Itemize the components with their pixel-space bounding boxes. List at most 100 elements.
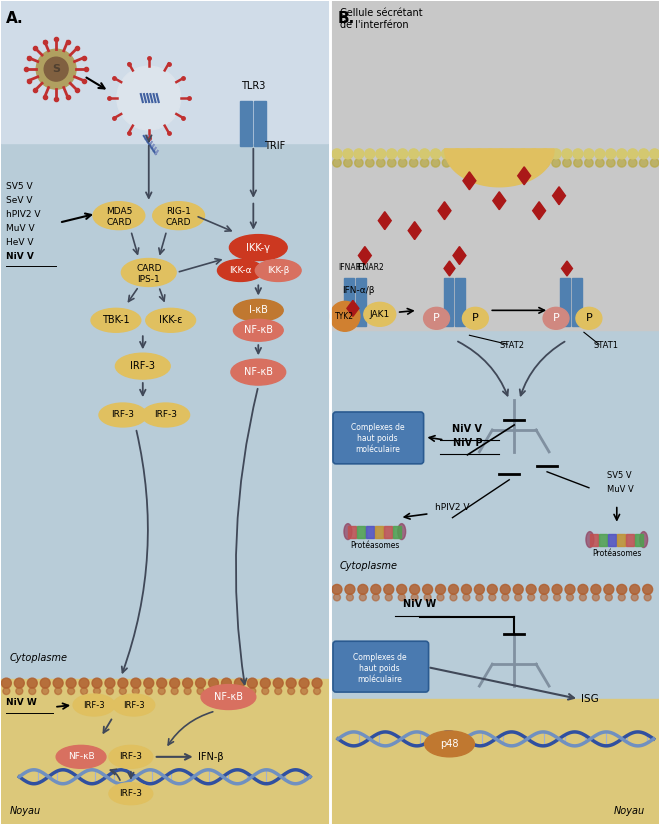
Circle shape [497,158,506,167]
Circle shape [343,148,353,159]
Circle shape [604,584,614,594]
Circle shape [36,50,76,89]
Circle shape [358,584,368,594]
Ellipse shape [255,260,301,281]
Circle shape [563,158,572,167]
Text: CARD: CARD [166,218,191,227]
Polygon shape [358,247,372,265]
Circle shape [502,594,509,601]
Circle shape [552,158,560,167]
Polygon shape [493,191,506,210]
Circle shape [422,584,432,594]
Circle shape [436,584,446,594]
Bar [626,534,634,545]
Circle shape [260,678,270,688]
Circle shape [643,584,653,594]
Bar [383,526,392,538]
Circle shape [617,148,627,159]
Text: TRIF: TRIF [264,141,286,151]
Circle shape [372,594,379,601]
Circle shape [81,687,88,695]
Circle shape [118,678,128,688]
Text: NiV W: NiV W [7,698,37,707]
Circle shape [262,687,269,695]
Bar [599,534,607,545]
Ellipse shape [463,308,488,329]
Text: Protéasomes: Protéasomes [350,540,399,549]
Text: NF-κB: NF-κB [214,692,243,702]
Circle shape [562,148,572,159]
Circle shape [606,148,616,159]
Text: MuV V: MuV V [7,224,35,233]
Text: IRF-3: IRF-3 [119,790,143,799]
Circle shape [133,687,139,695]
Ellipse shape [115,353,170,380]
Text: IFN-β: IFN-β [197,752,223,761]
Ellipse shape [640,531,647,548]
Circle shape [286,678,296,688]
Circle shape [332,584,342,594]
FancyBboxPatch shape [333,641,428,692]
Ellipse shape [424,731,475,757]
Polygon shape [562,261,572,276]
Circle shape [578,584,588,594]
Text: NF-κB: NF-κB [68,752,94,761]
Circle shape [500,584,510,594]
Text: IFN-α/β: IFN-α/β [342,286,374,295]
Circle shape [398,594,405,601]
Circle shape [463,594,470,601]
Bar [590,534,598,545]
Circle shape [131,678,141,688]
Polygon shape [378,212,391,229]
Bar [356,279,366,327]
Text: Cellule sécrétant: Cellule sécrétant [340,8,422,18]
Circle shape [170,678,180,688]
Polygon shape [463,172,476,190]
Text: P: P [552,314,560,323]
Polygon shape [408,222,421,239]
Text: B.: B. [338,12,355,26]
Circle shape [330,301,360,332]
Circle shape [3,687,10,695]
Circle shape [106,687,114,695]
Circle shape [409,148,418,159]
Circle shape [541,158,549,167]
Text: IRF-3: IRF-3 [130,361,155,371]
Text: moléculaire: moléculaire [357,675,402,684]
Ellipse shape [142,403,189,427]
Bar [608,534,616,545]
Bar [455,279,465,327]
Bar [560,279,570,327]
Polygon shape [517,167,531,185]
Ellipse shape [146,309,195,332]
Circle shape [420,158,429,167]
Text: IRF-3: IRF-3 [112,411,135,419]
Circle shape [605,594,612,601]
Ellipse shape [73,694,115,716]
Circle shape [376,148,385,159]
Circle shape [540,148,550,159]
Text: IRF-3: IRF-3 [119,752,143,761]
Circle shape [617,584,627,594]
Circle shape [16,687,23,695]
Circle shape [449,584,459,594]
Ellipse shape [424,308,449,329]
Text: SV5 V: SV5 V [607,471,632,480]
Circle shape [430,148,440,159]
Text: Complexes de: Complexes de [353,653,407,662]
Circle shape [117,66,181,130]
Text: Noyau: Noyau [9,806,40,816]
Ellipse shape [230,234,287,261]
Ellipse shape [576,308,602,329]
Text: JAK1: JAK1 [370,310,390,318]
Polygon shape [445,148,554,186]
Circle shape [475,158,484,167]
Circle shape [300,687,308,695]
Text: IRF-3: IRF-3 [83,700,105,710]
Text: IKK-α: IKK-α [229,266,251,275]
Circle shape [453,158,462,167]
Ellipse shape [93,201,145,229]
Circle shape [79,678,89,688]
Circle shape [475,148,484,159]
Ellipse shape [234,299,283,321]
